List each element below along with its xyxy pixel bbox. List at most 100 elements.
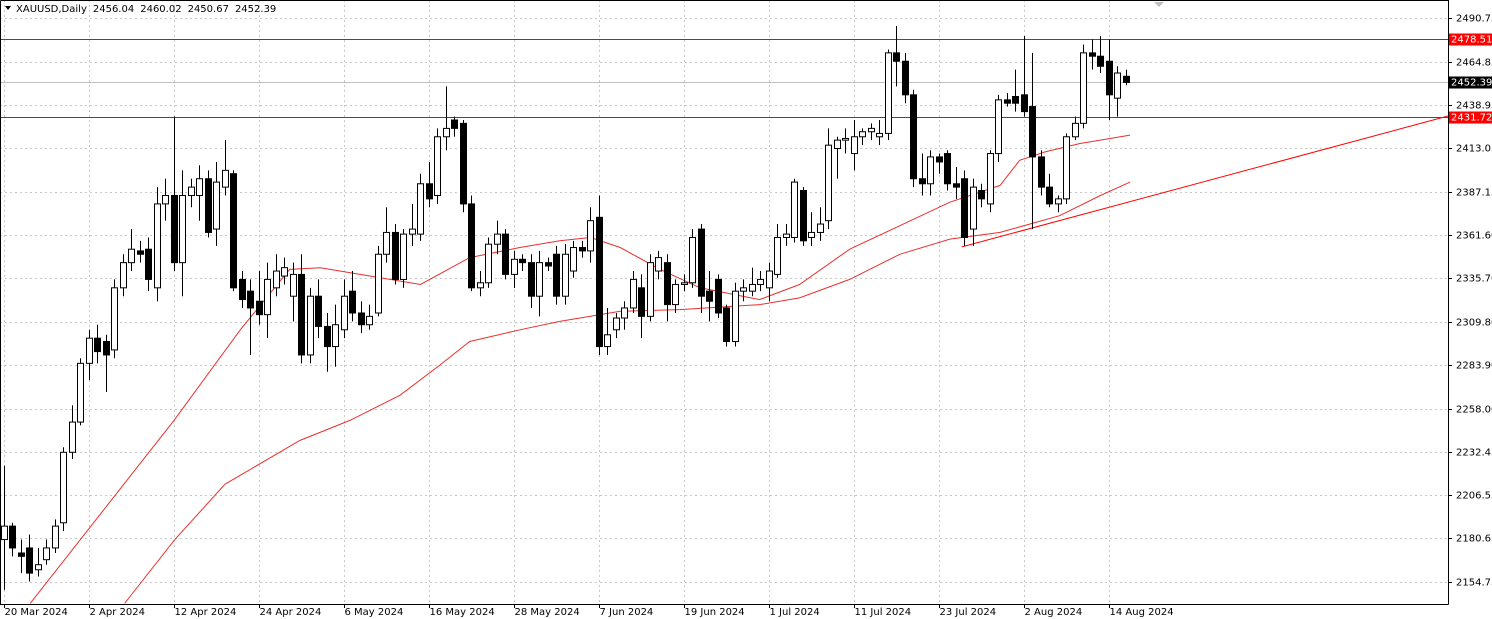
candle-body [604, 334, 611, 348]
candle-body [417, 183, 424, 235]
x-tick-label: 28 May 2024 [515, 607, 580, 618]
shift-marker [1154, 2, 1164, 7]
candle-body [1072, 122, 1079, 138]
candle-body [545, 262, 552, 267]
candle-body [936, 156, 943, 163]
price-label: 2478.51 [1451, 35, 1492, 46]
candle-body [324, 325, 331, 348]
candle-body [698, 228, 705, 297]
trendline [961, 115, 1449, 248]
candle-body [400, 233, 407, 280]
y-tick-label: 2464.85 [1456, 58, 1492, 69]
candle-body [851, 136, 858, 155]
candle-body [621, 307, 628, 319]
candle-body [383, 231, 390, 255]
ohlc-value: 2460.02 [140, 4, 181, 15]
y-tick-label: 2232.45 [1456, 448, 1492, 459]
candle-body [978, 189, 985, 200]
candle-body [842, 137, 849, 141]
x-tick-label: 23 Jul 2024 [940, 607, 997, 618]
candle-body [579, 247, 586, 252]
candle-body [409, 228, 416, 235]
candle-body [553, 253, 560, 297]
candle-body [1123, 75, 1130, 83]
candle-body [171, 195, 178, 264]
candle-body [230, 173, 237, 289]
candle-body [723, 307, 730, 343]
candle-body [451, 119, 458, 129]
candle-body [732, 290, 739, 343]
candle-body [1097, 55, 1104, 67]
candle-body [774, 236, 781, 275]
candle-body [808, 231, 815, 238]
candle-body [800, 189, 807, 242]
candle-body [494, 233, 501, 245]
candle-body [349, 290, 356, 314]
candle-body [128, 248, 135, 264]
candle-body [94, 337, 101, 353]
candle-body [859, 131, 866, 138]
candle-body [570, 247, 577, 272]
candle-body [502, 233, 509, 275]
candle-body [630, 278, 637, 309]
y-tick-label: 2413.05 [1456, 144, 1492, 155]
candle-body [426, 183, 433, 200]
candle-body [893, 52, 900, 62]
candle-body [69, 421, 76, 453]
candle-body [953, 183, 960, 188]
candle-body [86, 337, 93, 364]
candle-body [961, 178, 968, 238]
candle-body [205, 178, 212, 233]
plot-area [0, 26, 1449, 604]
y-tick-label: 2258.00 [1456, 405, 1492, 416]
candle-body [145, 248, 152, 280]
ohlc-value: 2456.04 [93, 4, 134, 15]
y-tick-label: 2438.95 [1456, 101, 1492, 112]
candle-body [179, 195, 186, 264]
candle-body [817, 223, 824, 233]
candle-body [1055, 198, 1062, 205]
candle-body [392, 231, 399, 280]
price-label-bg [1449, 76, 1492, 89]
candle-body [868, 127, 875, 133]
x-tick-label: 11 Jul 2024 [855, 607, 912, 618]
candle-body [239, 278, 246, 301]
candle-body [256, 300, 263, 316]
candle-body [757, 278, 764, 285]
candle-body [477, 282, 484, 289]
candle-body [154, 203, 161, 289]
candle-body [1029, 106, 1036, 158]
y-tick-label: 2309.80 [1456, 318, 1492, 329]
candle-body [1089, 52, 1096, 57]
candle-body [1038, 156, 1045, 188]
candle-body [647, 262, 654, 317]
candle-body [910, 94, 917, 180]
candle-body [944, 153, 951, 185]
candle-body [1004, 99, 1011, 104]
moving-average [124, 181, 1131, 604]
y-tick-label: 2387.15 [1456, 188, 1492, 199]
price-label: 2452.39 [1451, 78, 1492, 89]
candle-body [137, 250, 144, 255]
candle-body [264, 278, 271, 316]
candle-body [52, 525, 59, 549]
candle-body [783, 233, 790, 238]
candle-body [443, 127, 450, 138]
candle-body [791, 181, 798, 238]
candle-body [247, 290, 254, 309]
candle-body [77, 362, 84, 423]
candle-body [162, 195, 169, 205]
candle-body [315, 295, 322, 327]
candle-body [468, 203, 475, 289]
candle-body [885, 52, 892, 134]
candle-body [1021, 94, 1028, 113]
candle-body [120, 262, 127, 289]
candle-body [596, 216, 603, 348]
candle-body [1114, 72, 1121, 99]
price-label: 2431.72 [1451, 113, 1492, 124]
candle-body [519, 258, 526, 264]
x-tick-label: 14 Aug 2024 [1110, 607, 1174, 618]
candle-body [375, 253, 382, 314]
candle-body [715, 278, 722, 314]
